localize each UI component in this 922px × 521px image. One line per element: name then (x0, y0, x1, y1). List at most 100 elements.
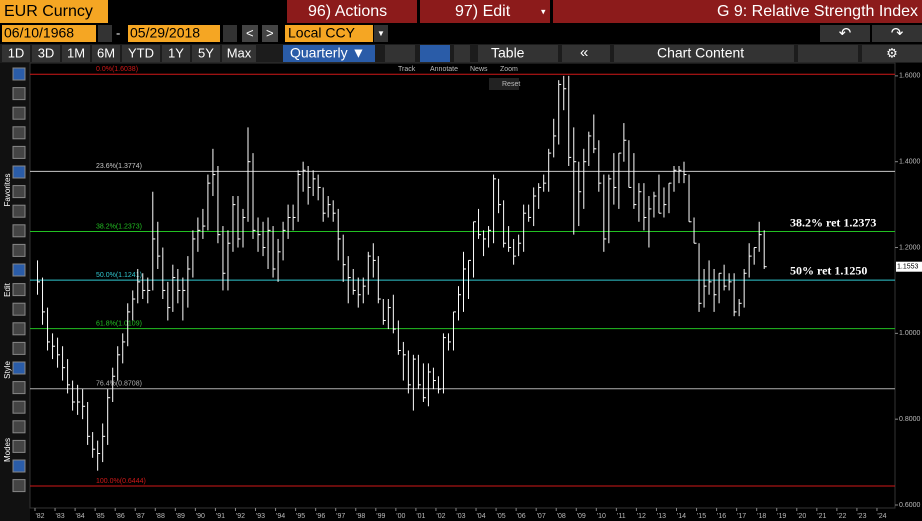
tool-icon[interactable] (12, 67, 26, 81)
x-tick-label: '20 (797, 513, 806, 520)
x-tick-label: '88 (156, 513, 165, 520)
x-tick-label: '22 (837, 513, 846, 520)
reset-button[interactable] (489, 78, 519, 90)
sidebar-label: Favorites (3, 174, 12, 207)
range-button[interactable] (32, 45, 60, 62)
range-button[interactable] (2, 45, 30, 62)
chart-tool[interactable]: Annotate (430, 66, 458, 73)
annotate-dropdown[interactable] (454, 45, 470, 62)
x-tick-label: '06 (517, 513, 526, 520)
range-button[interactable] (62, 45, 90, 62)
prev-button[interactable] (242, 25, 258, 42)
tool-icon[interactable] (12, 439, 26, 453)
x-tick-label: '18 (757, 513, 766, 520)
tool-icon[interactable] (12, 322, 26, 336)
annotate-icon[interactable] (420, 45, 450, 62)
fib-label: 61.8%(1.0109) (96, 321, 142, 328)
actions-button[interactable] (287, 0, 417, 23)
x-tick-label: '12 (637, 513, 646, 520)
chart-tool[interactable]: News (470, 66, 488, 73)
x-tick-label: '86 (116, 513, 125, 520)
sidebar-label: Modes (3, 438, 12, 462)
edit-chart-button[interactable] (798, 45, 858, 62)
range-button[interactable] (192, 45, 220, 62)
range-button[interactable] (162, 45, 190, 62)
dropdown-arrow: ▼ (377, 29, 385, 38)
date-to-box[interactable] (128, 25, 220, 42)
date-sep: - (116, 25, 120, 40)
tool-icon[interactable] (12, 87, 26, 101)
tool-icon[interactable] (12, 243, 26, 257)
tool-icon[interactable] (12, 361, 26, 375)
range-button[interactable] (222, 45, 256, 62)
x-tick-label: '02 (436, 513, 445, 520)
date-from-box[interactable] (2, 25, 96, 42)
x-tick-label: '03 (456, 513, 465, 520)
settings-icon: ⚙ (886, 45, 898, 60)
x-tick-label: '99 (376, 513, 385, 520)
line-icon[interactable] (385, 45, 415, 62)
chart-tools: Track Annotate News Zoom (398, 66, 518, 73)
ticker-box[interactable] (0, 0, 108, 23)
tool-icon[interactable] (12, 420, 26, 434)
x-tick-label: '04 (476, 513, 485, 520)
edit-button[interactable] (420, 0, 550, 23)
currency: Local CCY (288, 25, 356, 41)
tool-icon[interactable] (12, 185, 26, 199)
y-tick-label: 0.8000 (899, 416, 921, 423)
currency-box[interactable] (285, 25, 373, 42)
tool-icon[interactable] (12, 145, 26, 159)
x-tick-label: '00 (396, 513, 405, 520)
x-tick-label: '10 (597, 513, 606, 520)
back-button[interactable] (820, 25, 870, 42)
tool-icon[interactable] (12, 459, 26, 473)
x-tick-label: '17 (737, 513, 746, 520)
range-buttons: 1D 3D 1M 6M YTD 1Y 5Y Max (2, 45, 256, 62)
calendar-icon[interactable] (98, 25, 112, 42)
chart-tool[interactable]: Track (398, 66, 416, 73)
calendar-icon[interactable] (223, 25, 237, 42)
tool-icon[interactable] (12, 381, 26, 395)
tool-icon[interactable] (12, 126, 26, 140)
range-button[interactable] (122, 45, 160, 62)
table-button[interactable] (478, 45, 558, 62)
fib-label: 0.0%(1.6038) (96, 66, 138, 73)
x-tick-label: '21 (817, 513, 826, 520)
tool-icon[interactable] (12, 106, 26, 120)
x-tick-label: '14 (677, 513, 686, 520)
tool-icon[interactable] (12, 400, 26, 414)
currency-dropdown[interactable] (374, 25, 388, 42)
x-tick-label: '16 (717, 513, 726, 520)
tool-icon[interactable] (12, 341, 26, 355)
chart-content-button[interactable] (614, 45, 794, 62)
tool-icon[interactable] (12, 263, 26, 277)
next-arrow: > (266, 25, 274, 40)
x-tick-label: '11 (617, 513, 626, 520)
tool-icon[interactable] (12, 165, 26, 179)
next-button[interactable] (262, 25, 278, 42)
x-tick-label: '95 (296, 513, 305, 520)
period-dropdown[interactable] (283, 45, 375, 62)
forward-icon: ↷ (891, 25, 904, 42)
range-label: 3D (38, 45, 55, 60)
collapse-button[interactable] (562, 45, 610, 62)
x-tick-label: '05 (497, 513, 506, 520)
range-button[interactable] (92, 45, 120, 62)
tool-icon[interactable] (12, 224, 26, 238)
fib-label: 38.2%(1.2373) (96, 223, 142, 230)
tool-icon[interactable] (12, 302, 26, 316)
x-tick-label: '13 (657, 513, 666, 520)
tool-icon[interactable] (12, 204, 26, 218)
forward-button[interactable] (872, 25, 922, 42)
x-tick-label: '08 (557, 513, 566, 520)
range-label: 1D (8, 45, 25, 60)
fib-label: 100.0%(0.6444) (96, 478, 146, 485)
tool-icon[interactable] (12, 479, 26, 493)
sidebar-label: Style (3, 361, 12, 379)
tool-icon[interactable] (12, 283, 26, 297)
settings-button[interactable] (862, 45, 922, 62)
x-tick-label: '23 (857, 513, 866, 520)
function-title: G 9: Relative Strength Index (717, 3, 918, 20)
chart-tool[interactable]: Zoom (500, 66, 518, 73)
